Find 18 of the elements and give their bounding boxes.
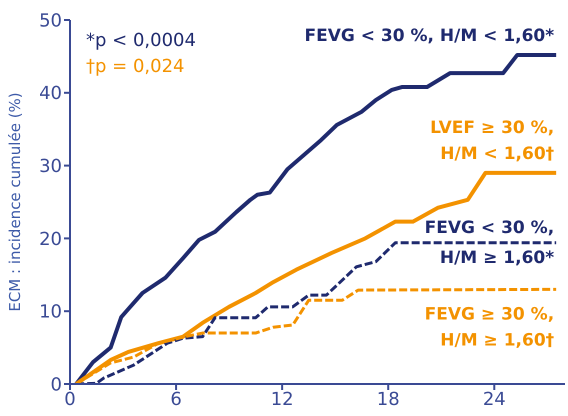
x-tick-label: 6 [170,388,182,410]
y-axis-title: ECM : incidence cumulée (%) [6,92,24,312]
x-tick-label: 12 [270,388,294,410]
y-tick-label: 50 [39,10,62,32]
y-tick-label: 20 [39,228,62,250]
y-tick-label: 0 [50,374,62,396]
x-tick-label: 18 [376,388,400,410]
annotation: †p = 0,024 [86,56,184,77]
y-tick-label: 30 [39,156,62,177]
annotation: *p < 0,0004 [86,30,196,51]
y-tick-label: 40 [39,83,62,104]
y-tick-label: 10 [39,302,62,323]
series-label: FEVG ≥ 30 %, H/M ≥ 1,60† [424,304,554,350]
x-tick-label: 24 [482,388,506,410]
series-label: FEVG < 30 %, H/M ≥ 1,60* [424,218,554,268]
x-tick-label: 0 [64,388,76,410]
series-label: FEVG < 30 %, H/M < 1,60* [304,26,554,46]
series-label: LVEF ≥ 30 %, H/M < 1,60† [430,118,554,164]
